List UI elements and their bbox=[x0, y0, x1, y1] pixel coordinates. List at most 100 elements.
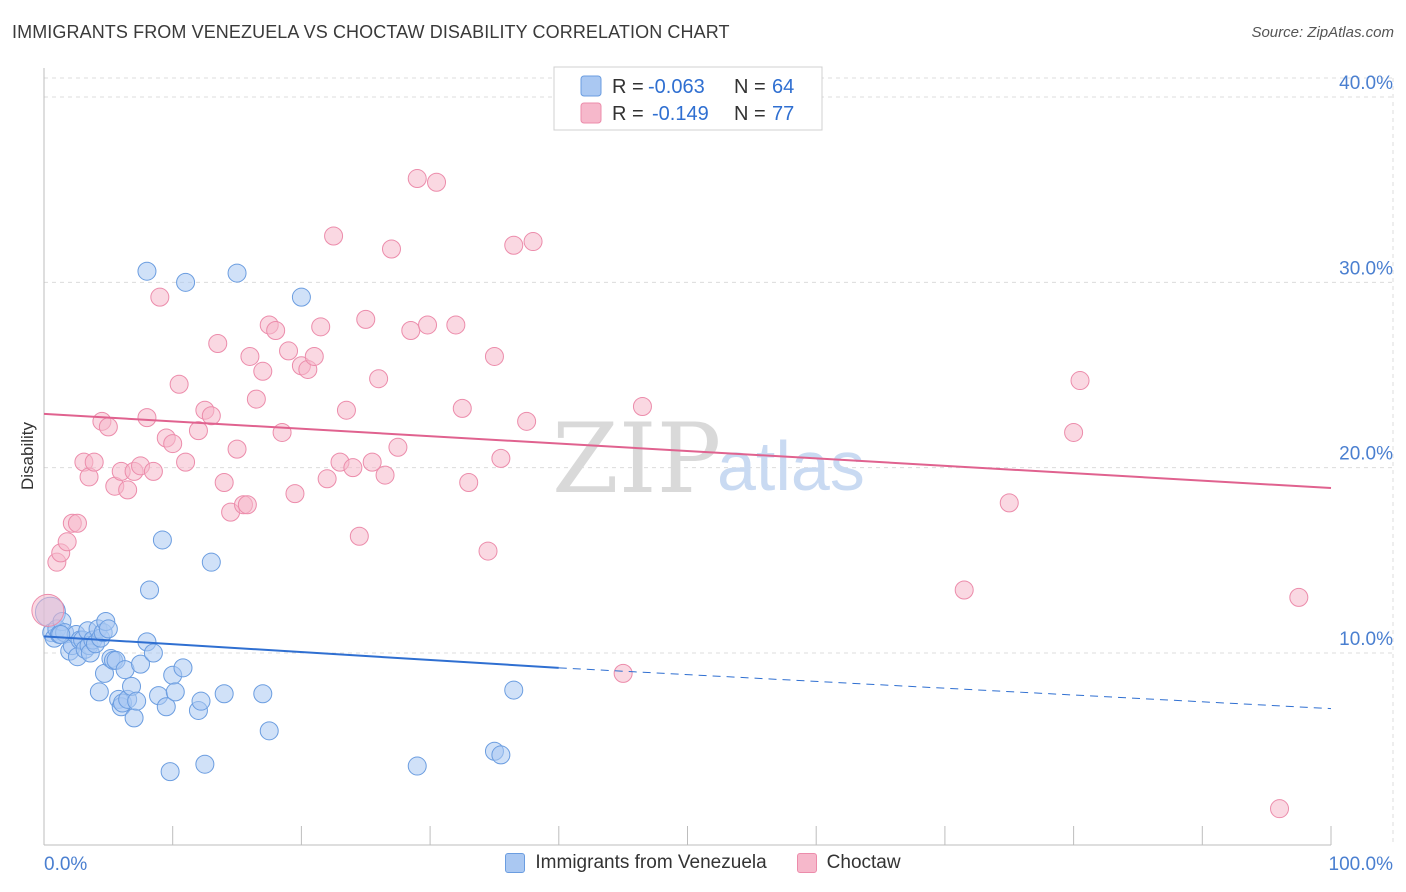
venezuela-point-46 bbox=[165, 682, 185, 702]
watermark-atlas: atlas bbox=[717, 427, 865, 505]
correlation-legend: R = -0.063 N = 64 R = -0.149 N = 77 bbox=[553, 66, 823, 131]
choctaw-point-73 bbox=[1070, 371, 1090, 391]
choctaw-point-63 bbox=[484, 346, 504, 366]
choctaw-point-18 bbox=[150, 287, 170, 307]
watermark-zip: ZIP bbox=[552, 403, 721, 515]
choctaw-point-3 bbox=[57, 532, 77, 552]
choctaw-point-65 bbox=[504, 235, 524, 255]
venezuela-point-54 bbox=[259, 721, 279, 741]
legend-n-value-1: 64 bbox=[772, 76, 794, 98]
choctaw-point-67 bbox=[523, 232, 543, 252]
choctaw-point-58 bbox=[427, 172, 447, 192]
choctaw-point-50 bbox=[362, 452, 382, 472]
choctaw-point-0 bbox=[31, 593, 65, 627]
choctaw-point-52 bbox=[375, 465, 395, 485]
venezuela-point-49 bbox=[191, 691, 211, 711]
choctaw-point-37 bbox=[279, 341, 299, 361]
venezuela-point-39 bbox=[140, 580, 160, 600]
bottom-legend-label-venezuela: Immigrants from Venezuela bbox=[535, 852, 767, 873]
venezuela-point-40 bbox=[143, 643, 163, 663]
venezuela-point-42 bbox=[152, 530, 172, 550]
legend-r-value-2: -0.149 bbox=[652, 103, 709, 125]
y-axis-label: Disability bbox=[18, 421, 37, 490]
legend-swatch-choctaw bbox=[580, 102, 602, 124]
choctaw-point-71 bbox=[999, 493, 1019, 513]
x-tick-label-1: 100.0% bbox=[1329, 854, 1394, 875]
choctaw-point-69 bbox=[632, 397, 652, 417]
choctaw-point-61 bbox=[459, 472, 479, 492]
choctaw-point-46 bbox=[336, 400, 356, 420]
chart-title: IMMIGRANTS FROM VENEZUELA VS CHOCTAW DIS… bbox=[12, 22, 730, 42]
trend-lines bbox=[43, 412, 1332, 710]
legend-swatch-venezuela bbox=[580, 75, 602, 97]
watermark: ZIP atlas bbox=[552, 403, 865, 515]
choctaw-point-51 bbox=[369, 369, 389, 389]
choctaw-point-74 bbox=[1270, 799, 1290, 819]
series-venezuela-points bbox=[34, 261, 524, 782]
choctaw-point-38 bbox=[285, 484, 305, 504]
legend-n-value-2: 77 bbox=[772, 103, 794, 125]
venezuela-point-63 bbox=[51, 624, 71, 644]
series-choctaw-points bbox=[31, 169, 1309, 819]
venezuela-point-25 bbox=[98, 619, 118, 639]
x-tick-label-0: 0.0% bbox=[44, 854, 87, 875]
source-label: Source: ZipAtlas.com bbox=[1251, 24, 1394, 41]
choctaw-point-29 bbox=[227, 439, 247, 459]
choctaw-point-33 bbox=[253, 361, 273, 381]
bottom-swatch-choctaw bbox=[796, 853, 817, 873]
choctaw-point-59 bbox=[446, 315, 466, 335]
choctaw-point-66 bbox=[517, 411, 537, 431]
choctaw-point-20 bbox=[163, 434, 183, 454]
trend-line-venezuela bbox=[43, 635, 559, 669]
y-tick-label-0: 10.0% bbox=[1339, 629, 1393, 650]
choctaw-point-10 bbox=[98, 417, 118, 437]
venezuela-point-62 bbox=[504, 680, 524, 700]
choctaw-point-27 bbox=[214, 472, 234, 492]
choctaw-point-42 bbox=[311, 317, 331, 337]
choctaw-point-17 bbox=[143, 461, 163, 481]
trend-line-choctaw bbox=[43, 412, 1332, 490]
legend-r-label-1: R = bbox=[612, 76, 644, 98]
venezuela-point-55 bbox=[291, 287, 311, 307]
venezuela-point-35 bbox=[124, 708, 144, 728]
choctaw-point-72 bbox=[1064, 422, 1084, 442]
bottom-legend: Immigrants from Venezuela Choctaw bbox=[0, 852, 1406, 874]
choctaw-point-25 bbox=[201, 406, 221, 426]
choctaw-point-21 bbox=[169, 374, 189, 394]
choctaw-point-22 bbox=[176, 452, 196, 472]
trend-line-venezuela-extension bbox=[558, 667, 1332, 710]
choctaw-point-64 bbox=[491, 448, 511, 468]
y-tick-label-3: 40.0% bbox=[1339, 73, 1393, 94]
legend-n-label-1: N = bbox=[734, 76, 766, 98]
choctaw-point-31 bbox=[240, 346, 260, 366]
choctaw-point-36 bbox=[272, 422, 292, 442]
venezuela-point-50 bbox=[195, 754, 215, 774]
choctaw-point-35 bbox=[266, 321, 286, 341]
bottom-legend-label-choctaw: Choctaw bbox=[826, 852, 901, 873]
venezuela-point-56 bbox=[176, 272, 196, 292]
choctaw-point-56 bbox=[407, 169, 427, 189]
choctaw-point-62 bbox=[478, 541, 498, 561]
choctaw-point-5 bbox=[67, 513, 87, 533]
venezuela-point-20 bbox=[89, 682, 109, 702]
venezuela-point-59 bbox=[407, 756, 427, 776]
choctaw-point-70 bbox=[954, 580, 974, 600]
y-tick-labels: 10.0% 20.0% 30.0% 40.0% bbox=[1339, 73, 1393, 650]
choctaw-point-8 bbox=[84, 452, 104, 472]
choctaw-point-54 bbox=[388, 437, 408, 457]
venezuela-point-43 bbox=[156, 697, 176, 717]
choctaw-point-23 bbox=[188, 421, 208, 441]
x-tick-labels: 0.0% 100.0% bbox=[44, 854, 1393, 875]
legend-r-value-1: -0.063 bbox=[648, 76, 705, 98]
venezuela-point-36 bbox=[127, 691, 147, 711]
venezuela-point-53 bbox=[253, 684, 273, 704]
choctaw-point-47 bbox=[343, 458, 363, 478]
choctaw-point-16 bbox=[137, 408, 157, 428]
choctaw-point-55 bbox=[401, 321, 421, 341]
bottom-legend-choctaw: Choctaw bbox=[796, 852, 901, 874]
venezuela-point-51 bbox=[201, 552, 221, 572]
bottom-swatch-venezuela bbox=[505, 853, 526, 873]
venezuela-point-52 bbox=[214, 684, 234, 704]
venezuela-point-37 bbox=[131, 654, 151, 674]
